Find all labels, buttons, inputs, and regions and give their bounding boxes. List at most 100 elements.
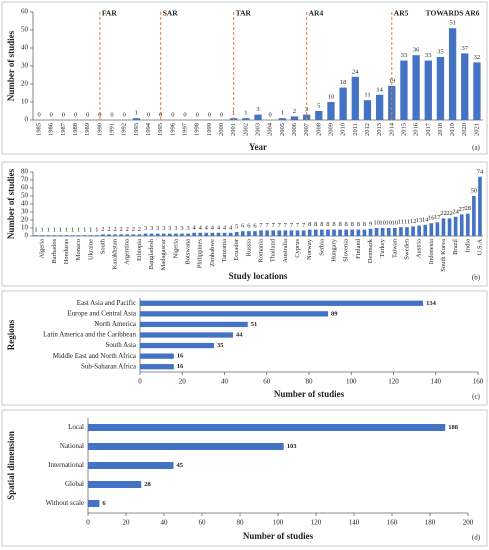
x-tick-label: 2004	[267, 122, 274, 136]
data-label: 11	[364, 92, 370, 99]
bar	[424, 60, 432, 120]
bar	[168, 233, 172, 236]
bar	[295, 230, 300, 236]
x-tick-label: 20	[123, 519, 131, 527]
x-tick-label: 180	[425, 519, 436, 527]
annotation: AR4	[309, 9, 324, 18]
x-tick-label: Serbia	[318, 239, 325, 256]
bar	[140, 353, 174, 359]
bar	[362, 229, 367, 236]
x-tick-label: 2002	[242, 123, 249, 136]
data-label: 10	[373, 219, 380, 226]
bar	[125, 234, 130, 236]
x-tick-label: 40	[161, 519, 169, 527]
data-label: 14	[422, 216, 429, 223]
data-label: 8	[308, 221, 311, 228]
y-tick-label: 10	[21, 224, 29, 232]
x-tick-label: 1988	[72, 123, 79, 136]
y-tick-label: 50	[21, 192, 29, 200]
bar	[315, 111, 323, 120]
bar	[356, 229, 361, 236]
panel-frame	[1, 409, 488, 547]
y-tick-label: 40	[21, 200, 29, 208]
data-label: 11	[398, 219, 404, 226]
data-label: 50	[471, 187, 478, 194]
bar	[271, 230, 276, 236]
bar	[242, 118, 250, 120]
data-label: 1	[40, 227, 43, 234]
x-tick-label: Nigeria	[172, 239, 179, 259]
x-tick-label: South	[99, 238, 106, 254]
bar	[472, 196, 476, 236]
panel-frame	[1, 290, 488, 406]
data-label: 13	[416, 217, 423, 224]
data-label: 27	[458, 206, 465, 213]
y-tick-label: 50	[21, 26, 29, 34]
x-tick-label: 1991	[109, 123, 116, 136]
x-tick-label: Bangladesh	[148, 238, 155, 269]
x-tick-label: 2013	[376, 123, 383, 136]
x-tick-label: Barbados	[51, 239, 58, 264]
data-label: 2	[132, 226, 135, 233]
data-label: 8	[326, 221, 329, 228]
bar	[411, 226, 415, 236]
annotation: SAR	[163, 9, 179, 18]
y-tick-label: 70	[21, 176, 29, 184]
y-tick-label: South Asia	[105, 341, 136, 349]
data-label: 8	[345, 221, 348, 228]
bar	[453, 216, 458, 236]
data-label: 35	[437, 48, 444, 55]
bar	[34, 235, 38, 236]
data-label: 33	[401, 52, 408, 59]
data-label: 4	[217, 224, 221, 231]
x-tick-label: Tanzania	[221, 239, 228, 262]
bar	[95, 235, 99, 236]
data-label: 1	[65, 227, 68, 234]
x-tick-label: 2011	[352, 123, 359, 136]
annotation: TOWARDS AR6	[426, 9, 480, 18]
data-label: 2	[107, 226, 110, 233]
data-label: 1	[34, 227, 37, 234]
y-tick-label: 20	[21, 80, 29, 88]
x-tick-label: 60	[263, 378, 271, 386]
data-label: 7	[265, 222, 269, 229]
x-tick-label: India	[464, 239, 471, 252]
data-label: 4	[223, 224, 227, 231]
bar	[351, 76, 359, 120]
bar	[441, 218, 446, 236]
x-tick-label: Honduras	[63, 239, 70, 265]
data-label: 7	[296, 222, 300, 229]
x-tick-label: 2020	[461, 123, 468, 136]
bar	[459, 214, 464, 236]
data-label: 7	[259, 222, 263, 229]
data-label: 1	[59, 227, 62, 234]
y-tick-label: Global	[65, 480, 84, 488]
data-label: 11	[404, 219, 410, 226]
bar	[386, 228, 391, 236]
data-label: 12	[410, 218, 417, 225]
data-label: 7	[278, 222, 282, 229]
x-tick-label: 1998	[194, 123, 201, 136]
x-tick-label: 2005	[279, 123, 286, 136]
y-tick-label: Europe and Central Asia	[67, 309, 137, 317]
bar	[204, 232, 209, 236]
data-label: 24	[452, 208, 459, 215]
data-label: 8	[338, 221, 341, 228]
data-label: 6	[247, 223, 251, 230]
bar	[222, 232, 227, 236]
x-tick-label: 2015	[400, 123, 407, 136]
bar	[399, 227, 403, 236]
bar	[88, 462, 174, 469]
data-label: 1	[47, 227, 50, 234]
x-tick-label: Ecuador	[233, 238, 240, 260]
bar	[46, 235, 51, 236]
data-label: 8	[332, 221, 335, 228]
x-tick-label: Kazakhstan	[112, 238, 119, 269]
x-tick-label: Monaco	[75, 239, 82, 260]
bar	[350, 229, 355, 236]
x-tick-label: 1994	[145, 122, 152, 136]
data-label: 6	[253, 223, 257, 230]
bar	[327, 102, 335, 120]
data-label: 0	[171, 111, 174, 118]
